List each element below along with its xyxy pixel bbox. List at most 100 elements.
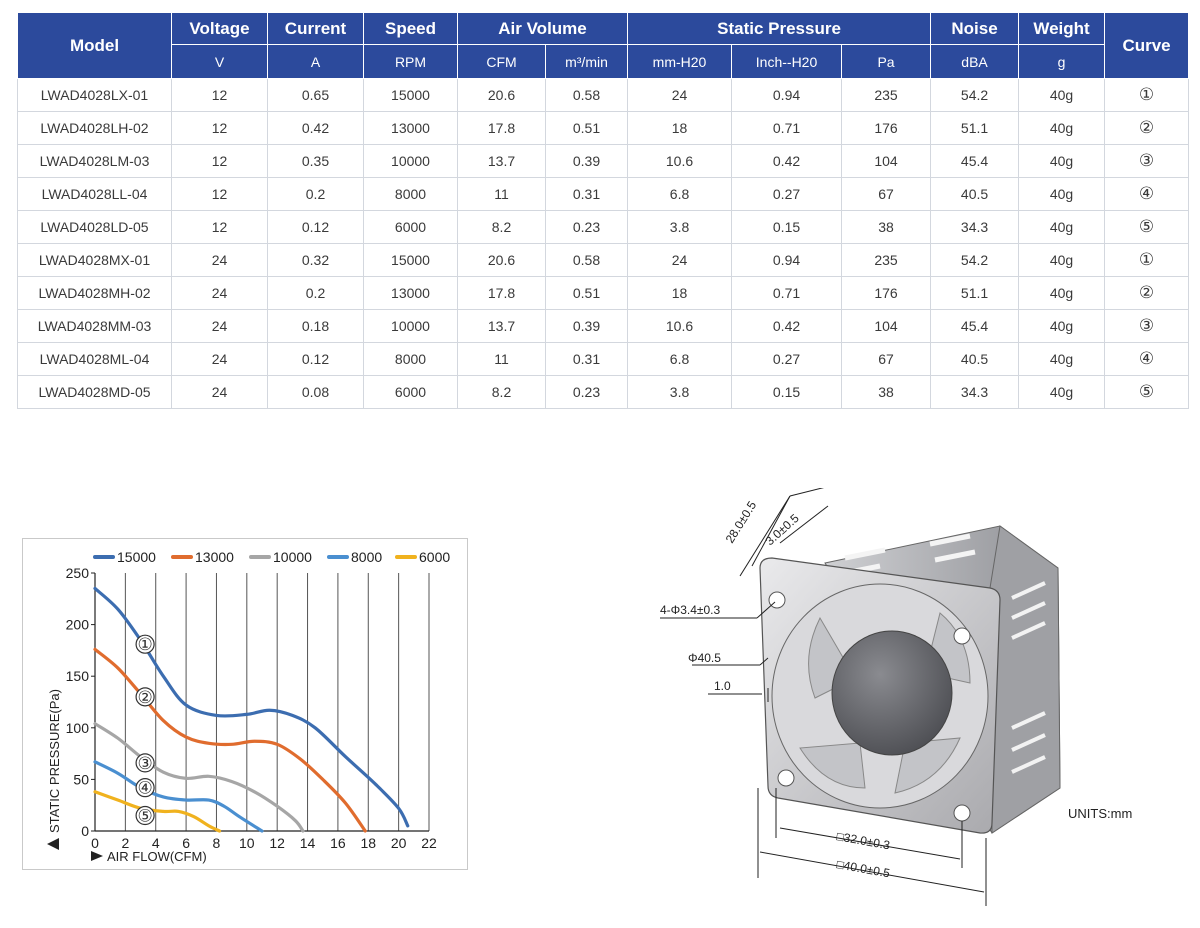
cell-voltage: 12: [171, 210, 268, 244]
table-row: LWAD4028LH-02 12 0.42 13000 17.8 0.51 18 0.71 17…: [17, 111, 1190, 145]
cell-noise: 34.3: [930, 375, 1020, 409]
dim-holes: 4-Φ3.4±0.3: [660, 603, 721, 617]
header-weight: Weight: [1018, 12, 1106, 45]
table-row: LWAD4028MX-01 24 0.32 15000 20.6 0.58 24 0.94 23…: [17, 243, 1190, 277]
cell-model: LWAD4028MX-01: [17, 243, 172, 277]
header-noise: Noise: [930, 12, 1020, 45]
curve-marker-label: ①: [137, 635, 152, 655]
pq-chart-svg: 0 50 100 150 200 250 0 2 4 6 8 10 12 14 16 18 20 22 STATIC…: [47, 549, 450, 864]
cell-speed: 15000: [363, 243, 458, 277]
legend-label: 8000: [351, 549, 382, 565]
cell-noise: 45.4: [930, 309, 1020, 343]
cell-noise: 40.5: [930, 342, 1020, 376]
table-row: LWAD4028LL-04 12 0.2 8000 11 0.31 6.8 0.27 67 40.…: [17, 177, 1190, 211]
y-tick-label: 0: [81, 823, 89, 839]
cell-curve: ④: [1104, 177, 1190, 211]
cell-current: 0.65: [267, 78, 364, 112]
cell-model: LWAD4028LL-04: [17, 177, 172, 211]
cell-pa: 38: [841, 375, 932, 409]
x-tick-label: 2: [121, 835, 129, 851]
table-row: LWAD4028LM-03 12 0.35 10000 13.7 0.39 10.6 0.42…: [17, 144, 1190, 178]
cell-weight: 40g: [1018, 177, 1106, 211]
cell-voltage: 12: [171, 111, 268, 145]
cell-mmh2o: 10.6: [627, 309, 733, 343]
cell-speed: 13000: [363, 111, 458, 145]
legend-label: 10000: [273, 549, 312, 565]
unit-rpm: RPM: [363, 44, 458, 79]
cell-voltage: 24: [171, 276, 268, 310]
x-tick-label: 18: [360, 835, 376, 851]
y-tick-label: 50: [73, 771, 89, 787]
header-curve: Curve: [1104, 12, 1190, 79]
cell-curve: ③: [1104, 309, 1190, 343]
cell-curve: ②: [1104, 111, 1190, 145]
series-line-8000: [93, 760, 264, 833]
curve-marker-label: ④: [137, 779, 152, 799]
y-tick-label: 100: [66, 720, 90, 736]
header-static-pressure: Static Pressure: [627, 12, 932, 45]
cell-inchh2o: 0.15: [731, 375, 843, 409]
legend-label: 6000: [419, 549, 450, 565]
cell-mmh2o: 10.6: [627, 144, 733, 178]
curve-marker-label: ②: [137, 688, 152, 708]
fan-body: [759, 525, 1061, 834]
table-header: Model Voltage Current Speed Air Volume S…: [17, 12, 1190, 79]
cell-model: LWAD4028LM-03: [17, 144, 172, 178]
cell-weight: 40g: [1018, 342, 1106, 376]
cell-m3min: 0.58: [544, 78, 629, 112]
units-label: UNITS:mm: [1068, 806, 1132, 821]
side-slots: [1011, 581, 1046, 774]
curve-marker: [135, 634, 155, 654]
x-tick-label: 22: [421, 835, 437, 851]
cell-weight: 40g: [1018, 144, 1106, 178]
header-current: Current: [267, 12, 364, 45]
unit-cfm: CFM: [457, 44, 546, 79]
cell-pa: 235: [841, 78, 932, 112]
cell-mmh2o: 3.8: [627, 210, 733, 244]
cell-m3min: 0.31: [544, 342, 629, 376]
cell-pa: 67: [841, 342, 932, 376]
cell-inchh2o: 0.94: [731, 243, 843, 277]
cell-inchh2o: 0.27: [731, 177, 843, 211]
header-model: Model: [17, 12, 172, 79]
header-voltage: Voltage: [171, 12, 268, 45]
header-air-volume: Air Volume: [456, 12, 629, 45]
table-row: LWAD4028MH-02 24 0.2 13000 17.8 0.51 18 0.71 176…: [17, 276, 1190, 310]
cell-weight: 40g: [1018, 309, 1106, 343]
cell-current: 0.2: [267, 276, 364, 310]
cell-noise: 45.4: [930, 144, 1020, 178]
cell-model: LWAD4028MH-02: [17, 276, 172, 310]
header-speed: Speed: [363, 12, 458, 45]
x-tick-label: 12: [269, 835, 285, 851]
cell-inchh2o: 0.27: [731, 342, 843, 376]
x-tick-label: 0: [91, 835, 99, 851]
x-tick-label: 20: [391, 835, 407, 851]
cell-m3min: 0.51: [544, 276, 629, 310]
cell-inchh2o: 0.15: [731, 210, 843, 244]
dim-frame-size: □40.0±0.5: [835, 857, 891, 880]
cell-cfm: 20.6: [457, 78, 546, 112]
unit-dba: dBA: [930, 44, 1020, 79]
y-tick-label: 250: [66, 565, 90, 581]
legend-label: 13000: [195, 549, 234, 565]
cell-mmh2o: 18: [627, 276, 733, 310]
cell-speed: 15000: [363, 78, 458, 112]
dim-diameter: Φ40.5: [688, 651, 721, 665]
cell-current: 0.35: [267, 144, 364, 178]
cell-model: LWAD4028MD-05: [17, 375, 172, 409]
cell-pa: 38: [841, 210, 932, 244]
cell-noise: 54.2: [930, 243, 1020, 277]
unit-a: A: [267, 44, 364, 79]
dim-depth: 28.0±0.5: [723, 498, 760, 545]
cell-voltage: 12: [171, 78, 268, 112]
table-body: LWAD4028LX-01 12 0.65 15000 20.6 0.58 24 0.94 23…: [17, 78, 1190, 409]
cell-speed: 13000: [363, 276, 458, 310]
mount-holes: [768, 591, 971, 822]
cell-m3min: 0.31: [544, 177, 629, 211]
cell-cfm: 8.2: [457, 210, 546, 244]
unit-m3min: m³/min: [544, 44, 629, 79]
cell-voltage: 24: [171, 243, 268, 277]
cell-pa: 67: [841, 177, 932, 211]
cell-curve: ⑤: [1104, 375, 1190, 409]
dim-gap: 1.0: [714, 679, 731, 693]
